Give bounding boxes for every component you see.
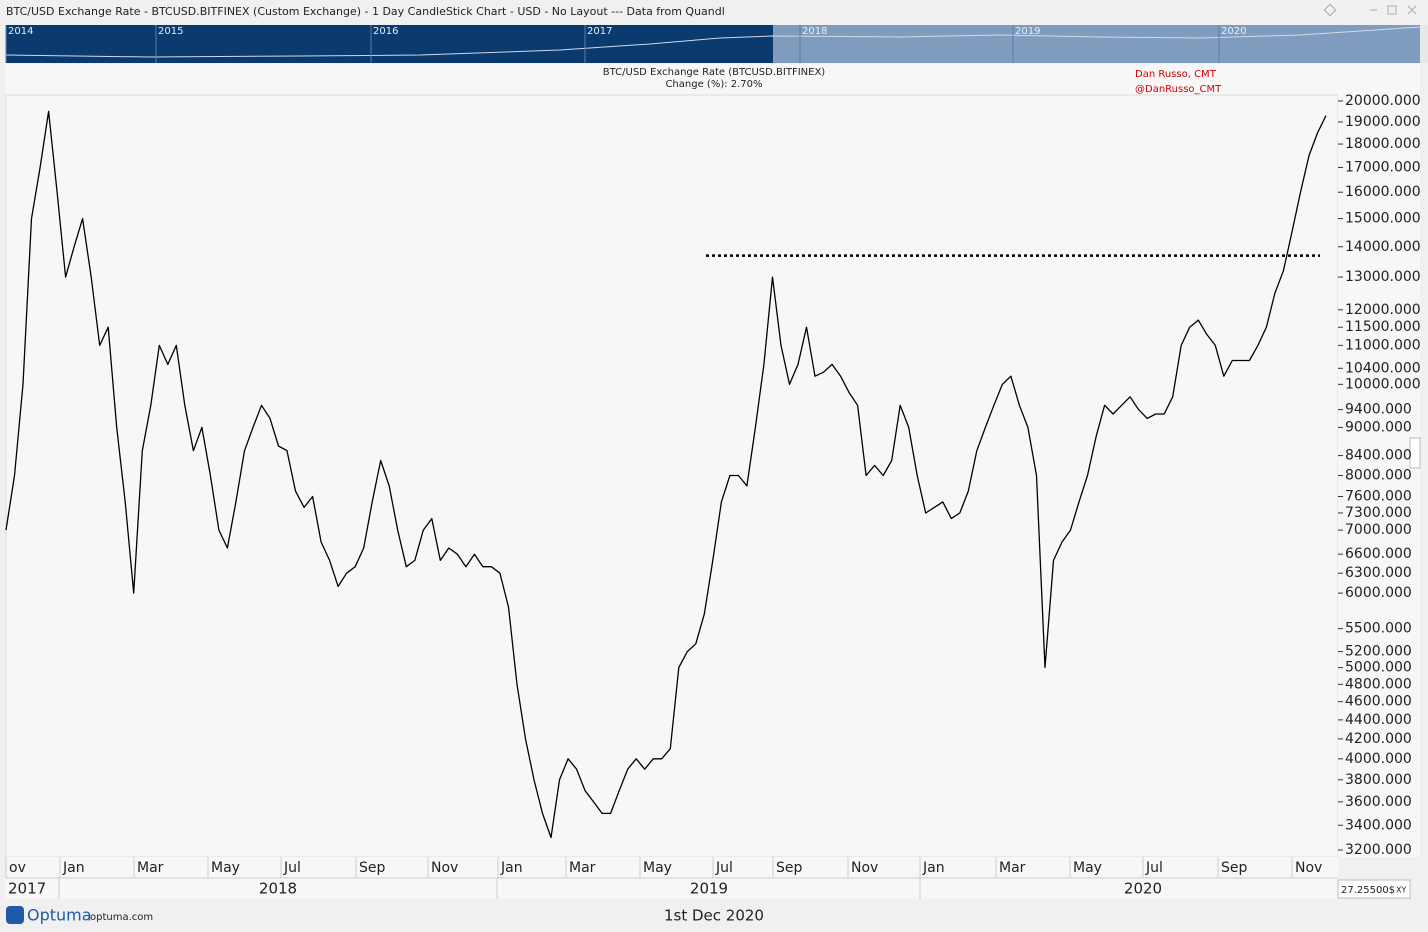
y-tick-label: 3800.000 — [1345, 772, 1412, 788]
footer — [0, 900, 1428, 932]
footer-date: 1st Dec 2020 — [664, 907, 764, 925]
navigator-year: 2016 — [373, 26, 398, 37]
y-tick-label: 3600.000 — [1345, 794, 1412, 810]
y-tick-label: 6000.000 — [1345, 585, 1412, 601]
y-tick-label: 9000.000 — [1345, 419, 1412, 435]
y-tick-label: 20000.000 — [1345, 93, 1421, 109]
brand: Optuma — [27, 906, 92, 925]
y-tick-label: 7000.000 — [1345, 522, 1412, 538]
y-tick-label: 16000.000 — [1345, 184, 1421, 200]
navigator-line — [5, 26, 1421, 58]
y-tick-label: 4000.000 — [1345, 751, 1412, 767]
y-tick-label: 17000.000 — [1345, 159, 1421, 175]
navigator-year: 2014 — [8, 26, 33, 37]
y-tick-label: 8400.000 — [1345, 448, 1412, 464]
month-label: Jul — [715, 860, 733, 876]
axis-readout: 27.25500$ — [1341, 885, 1395, 896]
navigator-year: 2018 — [802, 26, 827, 37]
month-label: Nov — [431, 860, 458, 876]
navigator-year: 2015 — [158, 26, 183, 37]
month-label: Sep — [776, 860, 803, 876]
axis-readout-box — [1337, 879, 1411, 899]
y-tick-label: 18000.000 — [1345, 136, 1421, 152]
month-label: May — [211, 860, 240, 876]
brand-logo — [6, 906, 24, 924]
axis-mode[interactable]: XY — [1396, 886, 1406, 895]
y-tick-label: 10000.000 — [1345, 376, 1421, 392]
y-tick-label: 9400.000 — [1345, 402, 1412, 418]
y-tick-label: 19000.000 — [1345, 114, 1421, 130]
y-tick-label: 5500.000 — [1345, 621, 1412, 637]
y-tick-label: 6300.000 — [1345, 565, 1412, 581]
price-line — [5, 110, 1327, 839]
y-tick-label: 3200.000 — [1345, 842, 1412, 858]
annotation: Dan Russo, CMT — [1135, 69, 1217, 80]
navigator-scroll[interactable] — [1420, 25, 1428, 63]
month-label: Nov — [851, 860, 878, 876]
y-tick-label: 11500.000 — [1345, 319, 1421, 335]
month-label: Mar — [569, 860, 596, 876]
y-tick-label: 4800.000 — [1345, 676, 1412, 692]
y-tick-label: 12000.000 — [1345, 302, 1421, 318]
y-tick-label: 11000.000 — [1345, 337, 1421, 353]
window-title: BTC/USD Exchange Rate - BTCUSD.BITFINEX … — [6, 5, 725, 18]
y-tick-label: 15000.000 — [1345, 211, 1421, 227]
side-panel-toggle[interactable] — [1409, 437, 1421, 469]
month-label: Sep — [1221, 860, 1248, 876]
month-label: May — [1073, 860, 1102, 876]
month-label: May — [643, 860, 672, 876]
month-label: Jul — [283, 860, 301, 876]
y-tick-label: 8000.000 — [1345, 468, 1412, 484]
y-tick-label: 7300.000 — [1345, 505, 1412, 521]
year-label: 2020 — [1124, 880, 1162, 898]
y-tick-label: 6600.000 — [1345, 546, 1412, 562]
site: optuma.com — [90, 912, 153, 923]
navigator-year: 2019 — [1015, 26, 1040, 37]
annotation: @DanRusso_CMT — [1135, 84, 1222, 95]
window-controls[interactable] — [1323, 3, 1417, 17]
y-axis-area — [1338, 95, 1420, 857]
month-label: Sep — [359, 860, 386, 876]
chart-title: BTC/USD Exchange Rate (BTCUSD.BITFINEX) — [603, 67, 826, 78]
month-label: Nov — [1295, 860, 1322, 876]
month-label: Mar — [999, 860, 1026, 876]
y-tick-label: 4200.000 — [1345, 731, 1412, 747]
year-label: 2017 — [8, 880, 46, 898]
chart-subtitle: Change (%): 2.70% — [665, 79, 762, 90]
month-label: Jan — [922, 860, 945, 876]
month-label: Mar — [137, 860, 164, 876]
navigator-year: 2020 — [1221, 26, 1246, 37]
y-tick-label: 14000.000 — [1345, 239, 1421, 255]
y-tick-label: 7600.000 — [1345, 488, 1412, 504]
y-tick-label: 10400.000 — [1345, 360, 1421, 376]
y-tick-label: 4600.000 — [1345, 694, 1412, 710]
y-tick-label: 5200.000 — [1345, 644, 1412, 660]
month-label: Jan — [62, 860, 85, 876]
y-tick-label: 4400.000 — [1345, 712, 1412, 728]
year-label: 2019 — [690, 880, 728, 898]
y-tick-label: 13000.000 — [1345, 269, 1421, 285]
navigator-window[interactable] — [773, 25, 1420, 63]
chart-header — [6, 64, 1420, 95]
month-label: Jul — [1145, 860, 1163, 876]
plot-area[interactable] — [5, 94, 1339, 858]
navigator-year: 2017 — [587, 26, 612, 37]
y-tick-label: 5000.000 — [1345, 660, 1412, 676]
year-label: 2018 — [259, 880, 297, 898]
y-tick-label: 3400.000 — [1345, 817, 1412, 833]
month-label: ov — [9, 860, 26, 876]
month-label: Jan — [500, 860, 523, 876]
